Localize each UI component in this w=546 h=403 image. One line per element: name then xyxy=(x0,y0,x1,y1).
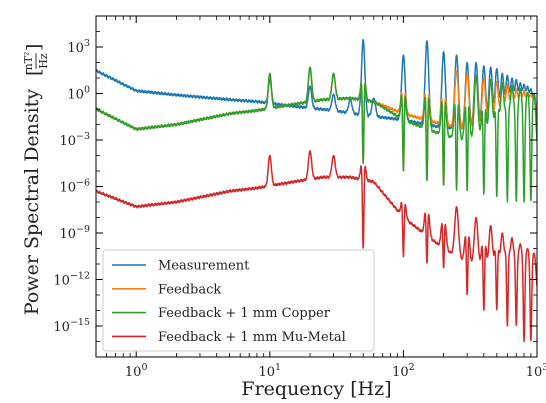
legend-label-3: Feedback + 1 mm Copper xyxy=(158,306,331,321)
legend: Measurement Feedback Feedback + 1 mm Coppe… xyxy=(102,249,375,352)
y-tick-label-6: 10−12 xyxy=(53,271,90,289)
x-tick-label-1: 100 xyxy=(125,362,148,380)
y-tick-label-4: 10−6 xyxy=(59,178,90,196)
x-tick-label-4: 103 xyxy=(526,362,546,380)
x-axis-label: Frequency [Hz] xyxy=(241,378,391,400)
legend-label-1: Measurement xyxy=(158,259,250,274)
series-line-3 xyxy=(96,66,537,203)
y-axis-label: Power Spectral Density [ nT² Hz ] xyxy=(21,44,50,316)
x-tick-label-3: 102 xyxy=(392,362,415,380)
y-axis-label-text: Power Spectral Density xyxy=(21,89,43,315)
y-axis-unit: [ nT² Hz ] xyxy=(22,44,50,76)
legend-label-4: Feedback + 1 mm Mu-Metal xyxy=(158,330,346,345)
y-tick-label-7: 10−15 xyxy=(53,317,90,335)
tick-layer: 100 101 102 103 103 100 10−3 10−6 10−9 10−12 10−15 xyxy=(53,15,546,380)
series-line-4 xyxy=(96,150,537,343)
y-tick-label-2: 100 xyxy=(67,85,90,103)
unit-numerator: nT² xyxy=(22,52,35,71)
unit-bracket-right: ] xyxy=(23,44,45,51)
legend-items: Measurement Feedback Feedback + 1 mm Coppe… xyxy=(112,259,346,345)
unit-denominator: Hz xyxy=(37,53,50,69)
y-tick-label-5: 10−9 xyxy=(59,224,90,242)
legend-label-2: Feedback xyxy=(158,282,221,297)
y-tick-label-1: 103 xyxy=(67,38,90,56)
series-layer xyxy=(96,38,537,343)
x-tick-label-2: 101 xyxy=(259,362,282,380)
unit-bracket-left: [ xyxy=(23,69,45,76)
y-tick-label-3: 10−3 xyxy=(59,131,90,149)
legend-box xyxy=(102,249,375,352)
